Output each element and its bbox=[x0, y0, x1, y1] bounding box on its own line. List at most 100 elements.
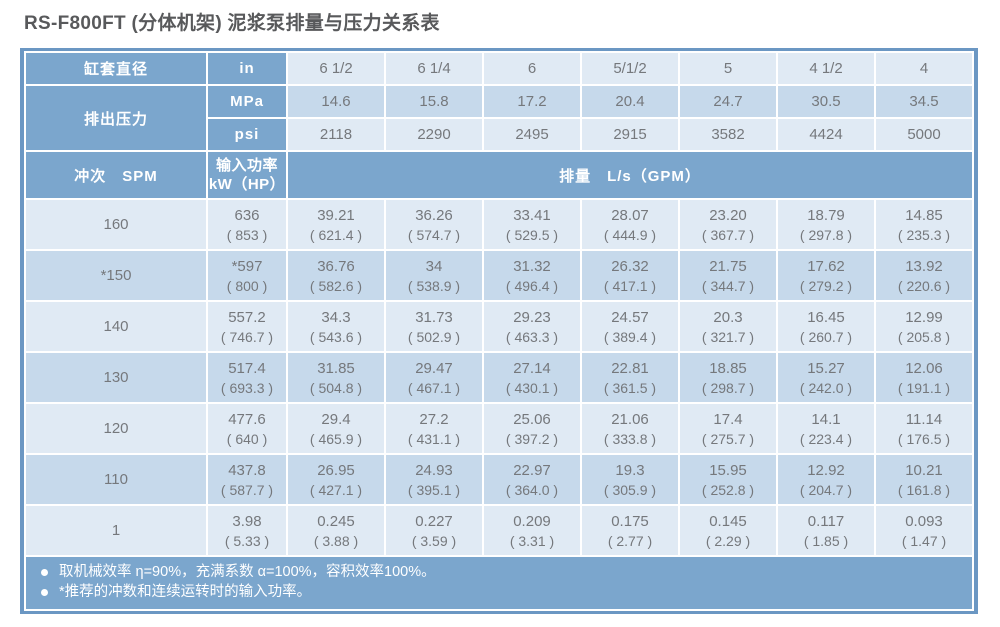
flow-cell: 31.73( 502.9 ) bbox=[386, 302, 482, 351]
spec-table: 缸套直径 in 6 1/2 6 1/4 6 5/1/2 5 4 1/2 4 排出… bbox=[24, 51, 974, 557]
psi-value-cell: 2118 bbox=[288, 119, 384, 150]
flow-cell: 17.62( 279.2 ) bbox=[778, 251, 874, 300]
flow-cell: 26.32( 417.1 ) bbox=[582, 251, 678, 300]
power-cell: *597( 800 ) bbox=[208, 251, 286, 300]
spm-cell: *150 bbox=[26, 251, 206, 300]
note-line: 取机械效率 η=90%，充满系数 α=100%，容积效率100%。 bbox=[41, 562, 962, 582]
psi-value-cell: 2290 bbox=[386, 119, 482, 150]
liner-size-cell: 6 bbox=[484, 53, 580, 84]
flow-cell: 10.21( 161.8 ) bbox=[876, 455, 972, 504]
bullet-icon bbox=[41, 588, 48, 596]
flow-cell: 12.99( 205.8 ) bbox=[876, 302, 972, 351]
flow-cell: 15.95( 252.8 ) bbox=[680, 455, 776, 504]
table-row: 130 517.4( 693.3 ) 31.85( 504.8 ) 29.47(… bbox=[26, 353, 972, 402]
unit-mpa-label: MPa bbox=[208, 86, 286, 117]
spm-cell: 130 bbox=[26, 353, 206, 402]
spm-cell: 110 bbox=[26, 455, 206, 504]
spm-cell: 120 bbox=[26, 404, 206, 453]
liner-size-cell: 6 1/4 bbox=[386, 53, 482, 84]
psi-value-cell: 5000 bbox=[876, 119, 972, 150]
spm-label: 冲次 SPM bbox=[26, 152, 206, 198]
note-text: 取机械效率 η=90%，充满系数 α=100%，容积效率100%。 bbox=[59, 564, 436, 580]
table-row: 120 477.6( 640 ) 29.4( 465.9 ) 27.2( 431… bbox=[26, 404, 972, 453]
flow-cell: 24.93( 395.1 ) bbox=[386, 455, 482, 504]
flow-cell: 34( 538.9 ) bbox=[386, 251, 482, 300]
mpa-value-cell: 20.4 bbox=[582, 86, 678, 117]
liner-size-cell: 4 1/2 bbox=[778, 53, 874, 84]
table-row: 140 557.2( 746.7 ) 34.3( 543.6 ) 31.73( … bbox=[26, 302, 972, 351]
unit-psi-label: psi bbox=[208, 119, 286, 150]
psi-value-cell: 4424 bbox=[778, 119, 874, 150]
psi-row: psi 2118 2290 2495 2915 3582 4424 5000 bbox=[26, 119, 972, 150]
table-frame: 缸套直径 in 6 1/2 6 1/4 6 5/1/2 5 4 1/2 4 排出… bbox=[20, 48, 978, 614]
input-power-label-line2: kW（HP） bbox=[208, 176, 286, 193]
power-cell: 636( 853 ) bbox=[208, 200, 286, 249]
table-row: *150 *597( 800 ) 36.76( 582.6 ) 34( 538.… bbox=[26, 251, 972, 300]
mpa-value-cell: 14.6 bbox=[288, 86, 384, 117]
flow-cell: 33.41( 529.5 ) bbox=[484, 200, 580, 249]
flow-cell: 20.3( 321.7 ) bbox=[680, 302, 776, 351]
liner-size-cell: 5 bbox=[680, 53, 776, 84]
flow-cell: 19.3( 305.9 ) bbox=[582, 455, 678, 504]
mpa-value-cell: 15.8 bbox=[386, 86, 482, 117]
mpa-value-cell: 34.5 bbox=[876, 86, 972, 117]
flow-cell: 18.85( 298.7 ) bbox=[680, 353, 776, 402]
flow-cell: 22.97( 364.0 ) bbox=[484, 455, 580, 504]
liner-size-cell: 6 1/2 bbox=[288, 53, 384, 84]
flow-cell: 0.245( 3.88 ) bbox=[288, 506, 384, 555]
power-cell: 3.98( 5.33 ) bbox=[208, 506, 286, 555]
flow-cell: 0.175( 2.77 ) bbox=[582, 506, 678, 555]
flow-cell: 28.07( 444.9 ) bbox=[582, 200, 678, 249]
power-cell: 557.2( 746.7 ) bbox=[208, 302, 286, 351]
spm-cell: 1 bbox=[26, 506, 206, 555]
flow-cell: 27.14( 430.1 ) bbox=[484, 353, 580, 402]
flow-cell: 0.117( 1.85 ) bbox=[778, 506, 874, 555]
input-power-label: 输入功率 kW（HP） bbox=[208, 152, 286, 198]
table-row: 1 3.98( 5.33 ) 0.245( 3.88 ) 0.227( 3.59… bbox=[26, 506, 972, 555]
flow-cell: 14.85( 235.3 ) bbox=[876, 200, 972, 249]
page-title: RS-F800FT (分体机架) 泥浆泵排量与压力关系表 bbox=[24, 13, 440, 34]
flow-cell: 25.06( 397.2 ) bbox=[484, 404, 580, 453]
table-row: 160 636( 853 ) 39.21( 621.4 ) 36.26( 574… bbox=[26, 200, 972, 249]
flow-cell: 29.4( 465.9 ) bbox=[288, 404, 384, 453]
flow-cell: 15.27( 242.0 ) bbox=[778, 353, 874, 402]
flow-cell: 27.2( 431.1 ) bbox=[386, 404, 482, 453]
flow-cell: 18.79( 297.8 ) bbox=[778, 200, 874, 249]
spm-cell: 160 bbox=[26, 200, 206, 249]
mpa-value-cell: 24.7 bbox=[680, 86, 776, 117]
liner-diameter-label: 缸套直径 bbox=[26, 53, 206, 84]
psi-value-cell: 2915 bbox=[582, 119, 678, 150]
power-cell: 477.6( 640 ) bbox=[208, 404, 286, 453]
flow-cell: 23.20( 367.7 ) bbox=[680, 200, 776, 249]
flow-cell: 36.76( 582.6 ) bbox=[288, 251, 384, 300]
mpa-value-cell: 17.2 bbox=[484, 86, 580, 117]
flow-cell: 31.85( 504.8 ) bbox=[288, 353, 384, 402]
flow-cell: 14.1( 223.4 ) bbox=[778, 404, 874, 453]
flow-cell: 0.145( 2.29 ) bbox=[680, 506, 776, 555]
flow-cell: 29.47( 467.1 ) bbox=[386, 353, 482, 402]
input-power-label-line1: 输入功率 bbox=[215, 157, 278, 174]
flow-cell: 29.23( 463.3 ) bbox=[484, 302, 580, 351]
flow-cell: 36.26( 574.7 ) bbox=[386, 200, 482, 249]
power-cell: 437.8( 587.7 ) bbox=[208, 455, 286, 504]
flow-cell: 34.3( 543.6 ) bbox=[288, 302, 384, 351]
flow-cell: 0.227( 3.59 ) bbox=[386, 506, 482, 555]
note-line: *推荐的冲数和连续运转时的输入功率。 bbox=[41, 582, 962, 602]
liner-diameter-row: 缸套直径 in 6 1/2 6 1/4 6 5/1/2 5 4 1/2 4 bbox=[26, 53, 972, 84]
flow-cell: 0.209( 3.31 ) bbox=[484, 506, 580, 555]
psi-value-cell: 2495 bbox=[484, 119, 580, 150]
note-text: *推荐的冲数和连续运转时的输入功率。 bbox=[59, 584, 312, 600]
flow-cell: 39.21( 621.4 ) bbox=[288, 200, 384, 249]
liner-size-cell: 5/1/2 bbox=[582, 53, 678, 84]
flow-cell: 22.81( 361.5 ) bbox=[582, 353, 678, 402]
unit-in-label: in bbox=[208, 53, 286, 84]
discharge-pressure-label: 排出压力 bbox=[26, 86, 206, 150]
flow-cell: 13.92( 220.6 ) bbox=[876, 251, 972, 300]
spm-cell: 140 bbox=[26, 302, 206, 351]
table-row: 110 437.8( 587.7 ) 26.95( 427.1 ) 24.93(… bbox=[26, 455, 972, 504]
flow-rate-label: 排量 L/s（GPM） bbox=[288, 152, 972, 198]
flow-cell: 11.14( 176.5 ) bbox=[876, 404, 972, 453]
liner-size-cell: 4 bbox=[876, 53, 972, 84]
flow-cell: 12.06( 191.1 ) bbox=[876, 353, 972, 402]
mpa-value-cell: 30.5 bbox=[778, 86, 874, 117]
